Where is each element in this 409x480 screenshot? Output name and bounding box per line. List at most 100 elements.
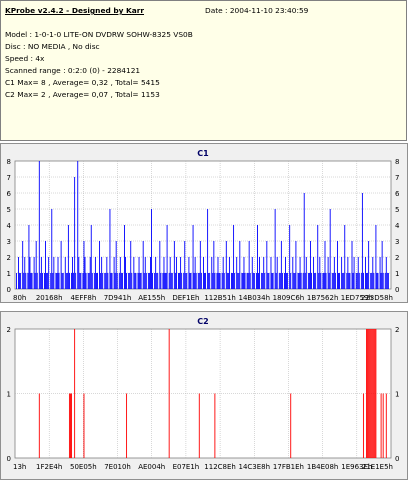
- bar: [372, 257, 374, 289]
- bar: [252, 273, 254, 289]
- bar: [154, 273, 156, 289]
- bar: [159, 241, 161, 289]
- bar: [30, 273, 32, 289]
- bar: [259, 257, 260, 289]
- x-tick-label: 4EFF8h: [70, 294, 96, 302]
- bar: [373, 329, 375, 458]
- bar: [337, 241, 338, 289]
- bar: [129, 273, 131, 289]
- bar: [380, 393, 382, 458]
- bar: [199, 241, 201, 289]
- bar: [365, 257, 366, 289]
- bar: [242, 273, 244, 289]
- bar: [214, 393, 216, 458]
- bar: [134, 273, 136, 289]
- bar: [375, 329, 377, 458]
- x-tick-label: 1B7562h: [307, 294, 339, 302]
- x-tick-label: 1809C6h: [273, 294, 305, 302]
- bar: [128, 273, 130, 289]
- bar: [183, 273, 185, 289]
- bar: [100, 273, 102, 289]
- bar: [142, 241, 144, 289]
- bar: [216, 273, 218, 289]
- bar: [97, 273, 98, 289]
- bar: [38, 393, 40, 458]
- bar: [362, 273, 364, 289]
- y-tick-label-left: 7: [7, 174, 11, 182]
- bar: [88, 273, 90, 289]
- bar: [372, 329, 374, 458]
- bar: [104, 273, 106, 289]
- x-tick-label: AE155h: [138, 294, 165, 302]
- bar: [334, 273, 336, 289]
- bar: [342, 273, 344, 289]
- bar: [311, 273, 312, 289]
- bar: [213, 241, 215, 289]
- bar: [387, 273, 389, 289]
- bar: [118, 273, 120, 289]
- y-tick-label-right: 1: [395, 391, 399, 399]
- bar: [105, 273, 107, 289]
- x-tick-label: 17FB1Eh: [273, 463, 304, 471]
- bar: [218, 273, 220, 289]
- bar: [281, 273, 283, 289]
- bar: [323, 273, 325, 289]
- bar: [38, 161, 40, 289]
- bar: [379, 257, 381, 289]
- bar: [95, 273, 97, 289]
- bar: [262, 273, 264, 289]
- bar: [385, 393, 387, 458]
- bar: [341, 257, 343, 289]
- bar: [357, 257, 359, 289]
- bar: [307, 273, 309, 289]
- bar: [272, 273, 274, 289]
- bar: [20, 273, 22, 289]
- bar: [362, 393, 364, 458]
- bar: [328, 273, 330, 289]
- bar: [34, 273, 36, 289]
- bar: [366, 329, 368, 458]
- bar: [200, 273, 202, 289]
- bar: [188, 257, 190, 289]
- y-tick-label-left: 1: [7, 391, 11, 399]
- bar: [290, 273, 292, 289]
- bar: [204, 273, 205, 289]
- bar: [376, 273, 378, 289]
- bar: [381, 241, 383, 289]
- bar: [310, 241, 311, 289]
- bar: [89, 257, 91, 289]
- bar: [29, 257, 31, 289]
- bar: [304, 273, 306, 289]
- bar: [247, 273, 249, 289]
- info-disc: Disc : NO MEDIA , No disc: [5, 42, 100, 51]
- bar: [50, 273, 52, 289]
- x-tick-label: 7D941h: [104, 294, 132, 302]
- bar: [82, 273, 84, 289]
- bar: [130, 241, 132, 289]
- bar: [346, 273, 348, 289]
- bar: [223, 273, 225, 289]
- bar: [60, 241, 62, 289]
- bar: [160, 273, 162, 289]
- x-tick-label: 50E05h: [70, 463, 97, 471]
- bar: [244, 273, 246, 289]
- bar: [107, 273, 109, 289]
- y-tick-label-left: 2: [7, 254, 11, 262]
- bar: [385, 257, 387, 289]
- bar: [168, 329, 170, 458]
- bar: [320, 273, 322, 289]
- bar: [219, 273, 221, 289]
- bar: [329, 209, 331, 289]
- bar: [268, 273, 270, 289]
- bar: [371, 329, 373, 458]
- bar: [231, 273, 232, 289]
- bar: [131, 273, 133, 289]
- y-tick-label-left: 0: [7, 286, 11, 294]
- bar: [358, 273, 360, 289]
- y-tick-label-left: 8: [7, 158, 11, 166]
- bar: [135, 273, 137, 289]
- bar: [371, 273, 373, 289]
- bar: [208, 273, 210, 289]
- bar: [382, 273, 384, 289]
- bar: [253, 273, 255, 289]
